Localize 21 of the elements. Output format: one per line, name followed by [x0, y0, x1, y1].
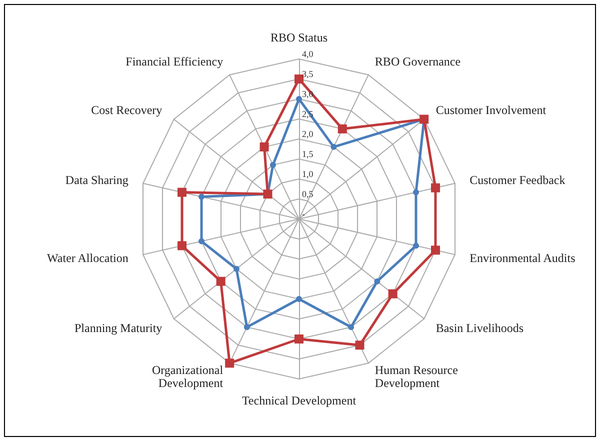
y-tick-label: 0,5: [302, 189, 314, 199]
spoke-label: Financial Efficiency: [126, 54, 224, 68]
spoke-label: Customer Feedback: [470, 173, 566, 188]
spoke-label: RBO Status: [270, 30, 328, 44]
spoke-label: Technical Development: [242, 394, 357, 408]
spoke-label: Organizational Development: [152, 363, 224, 390]
y-tick-label: 1,0: [302, 169, 314, 179]
y-tick-label: 1,5: [302, 149, 314, 159]
spoke-label: Customer Involvement: [436, 102, 547, 117]
y-tick-label: 2,0: [302, 129, 314, 139]
spoke-label: Water Allocation: [47, 250, 128, 265]
spoke-label: Data Sharing: [65, 173, 128, 188]
y-tick-label: 4,0: [302, 49, 314, 59]
y-tick-label: -: [302, 209, 305, 219]
spoke-label: RBO Governance: [374, 54, 461, 68]
spoke-label: Cost Recovery: [91, 102, 162, 117]
spoke-label: Planning Maturity: [74, 321, 162, 336]
spoke-label: Basin Livelihoods: [436, 321, 524, 336]
spoke-label: Human Resource Development: [374, 363, 458, 390]
spoke-label: Environmental Audits: [470, 250, 576, 265]
y-tick-label: 3,5: [302, 69, 314, 79]
